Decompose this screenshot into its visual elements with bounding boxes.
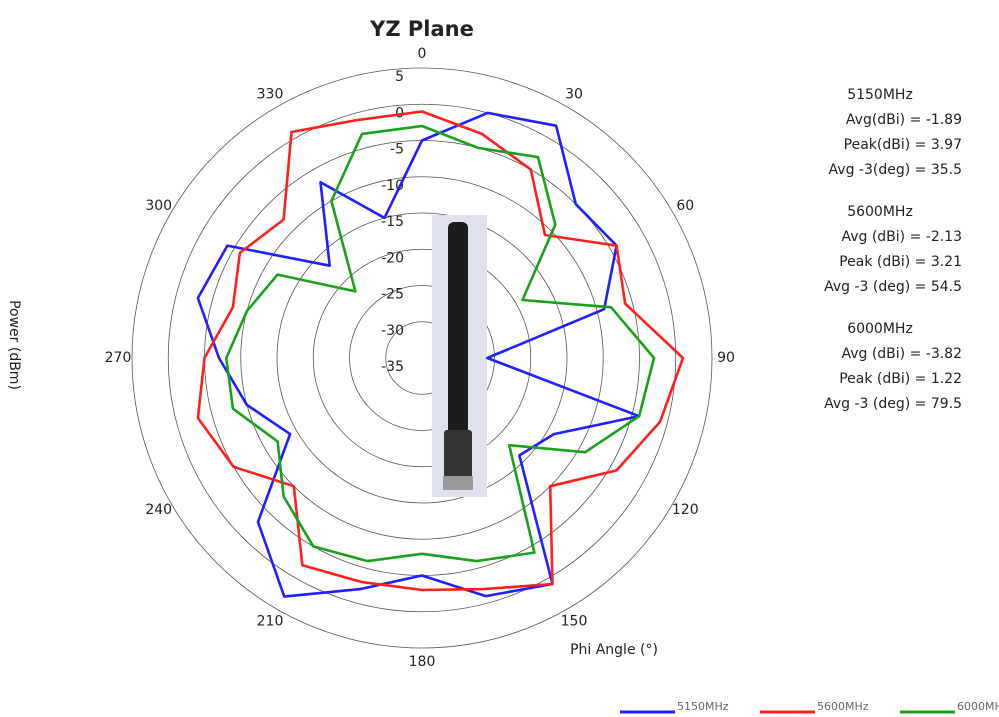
r-tick-label: -25 — [381, 287, 404, 303]
theta-tick-label: 330 — [257, 87, 284, 103]
ring — [240, 176, 604, 540]
annotation: Peak(dBi) = 3.97 — [844, 137, 962, 153]
ring — [131, 67, 713, 649]
ring — [312, 248, 532, 468]
annotation: Avg (dBi) = -2.13 — [841, 229, 962, 245]
series-line — [196, 111, 641, 598]
legend-label: 5600MHz — [817, 700, 869, 713]
theta-axis-label: Phi Angle (°) — [570, 642, 658, 658]
annotation: Avg -3 (deg) = 54.5 — [824, 279, 962, 295]
ring — [167, 103, 677, 613]
chart-title: YZ Plane — [369, 17, 474, 41]
annotation: Avg(dBi) = -1.89 — [846, 112, 962, 128]
r-tick-label: -20 — [381, 250, 404, 266]
annotation: Avg (dBi) = -3.82 — [841, 346, 962, 362]
ring — [204, 140, 640, 576]
antenna-tip — [443, 476, 473, 490]
annotation: Avg -3(deg) = 35.5 — [829, 162, 962, 178]
series-line — [196, 110, 685, 592]
annotation: 5600MHz — [847, 204, 913, 220]
series-line — [225, 124, 656, 563]
theta-tick-label: 90 — [717, 350, 735, 366]
antenna-base — [444, 430, 472, 485]
r-tick-label: 5 — [395, 69, 404, 85]
legend-label: 5150MHz — [677, 700, 729, 713]
theta-tick-label: 0 — [418, 46, 427, 62]
theta-tick-label: 60 — [676, 198, 694, 214]
r-tick-label: -5 — [390, 142, 404, 158]
theta-tick-label: 30 — [565, 87, 583, 103]
theta-tick-label: 240 — [145, 502, 172, 518]
annotation: Peak (dBi) = 3.21 — [839, 254, 962, 270]
ring — [276, 212, 568, 504]
r-tick-label: -15 — [381, 214, 404, 230]
theta-tick-label: 270 — [105, 350, 132, 366]
ring — [349, 285, 495, 431]
theta-tick-label: 210 — [257, 613, 284, 629]
r-tick-label: -35 — [381, 359, 404, 375]
annotation: 5150MHz — [847, 87, 913, 103]
theta-tick-label: 300 — [145, 198, 172, 214]
r-axis-label: Power (dBm) — [6, 300, 22, 390]
theta-tick-label: 150 — [561, 613, 588, 629]
legend-label: 6000MHz — [957, 700, 999, 713]
theta-tick-label: 120 — [672, 502, 699, 518]
annotation: Peak (dBi) = 1.22 — [839, 371, 962, 387]
theta-tick-label: 180 — [409, 654, 436, 670]
annotation: Avg -3 (deg) = 79.5 — [824, 396, 962, 412]
antenna-body — [448, 222, 468, 437]
r-tick-label: -30 — [381, 323, 404, 339]
annotation: 6000MHz — [847, 321, 913, 337]
